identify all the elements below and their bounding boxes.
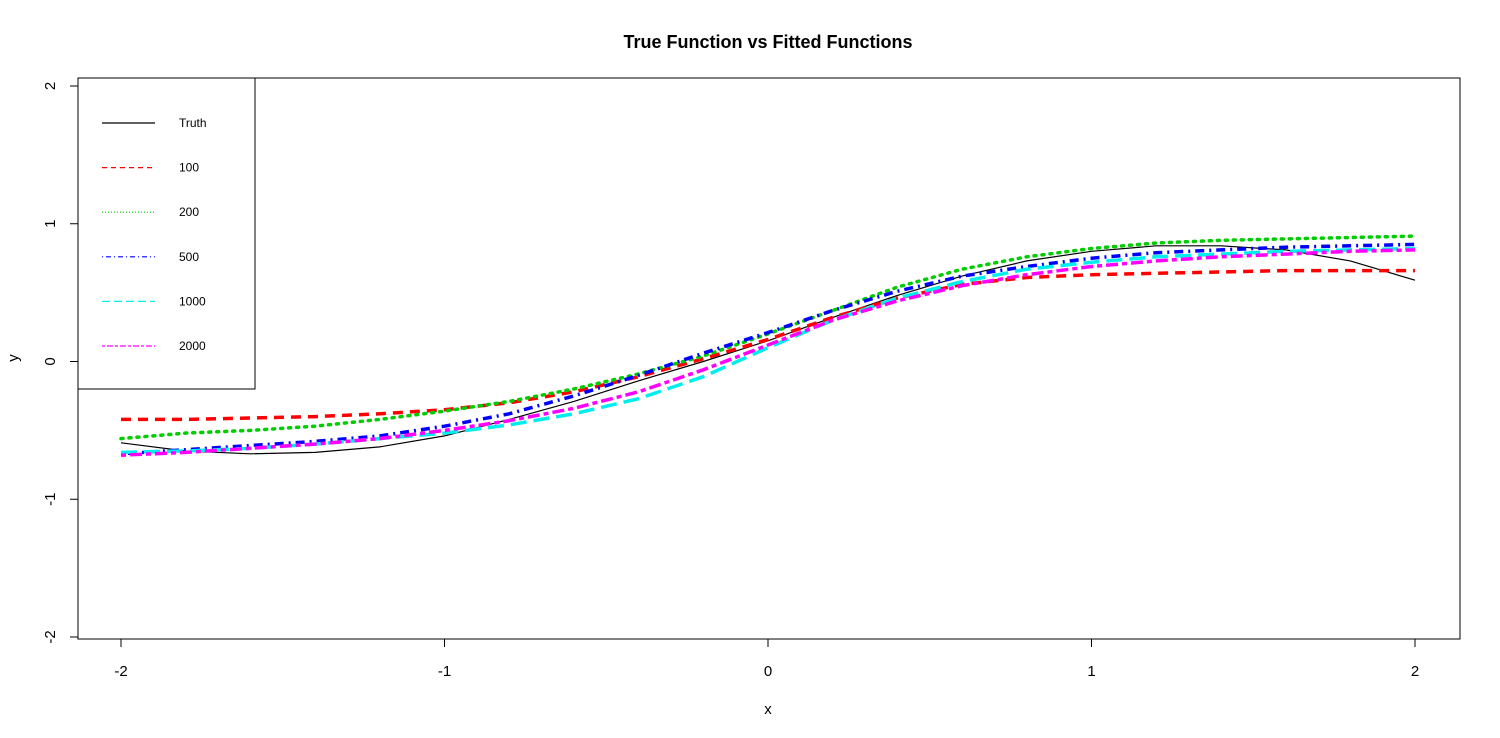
legend: Truth 100 200 500 1000 2000 — [77, 77, 256, 390]
x-tick-label: -2 — [114, 663, 127, 680]
y-axis-label: y — [5, 354, 22, 362]
x-tick-label: 0 — [764, 663, 772, 680]
legend-box — [77, 77, 256, 390]
legend-label: 2000 — [179, 339, 206, 353]
y-axis: -2 -1 0 1 2 — [42, 82, 79, 644]
y-tick-label: 0 — [42, 357, 59, 365]
series-line-100 — [121, 268, 1415, 422]
series-line-truth — [120, 245, 1416, 455]
legend-label: 100 — [179, 161, 199, 175]
series-line-200 — [119, 234, 1417, 441]
y-tick-label: 2 — [42, 82, 59, 90]
x-tick-label: 2 — [1411, 663, 1419, 680]
x-axis-label: x — [764, 701, 772, 718]
legend-label: 1000 — [179, 294, 206, 308]
chart-title: True Function vs Fitted Functions — [623, 32, 912, 52]
legend-label: Truth — [179, 116, 207, 130]
x-tick-label: -1 — [438, 663, 451, 680]
y-tick-label: 1 — [42, 220, 59, 228]
plot-frame — [77, 77, 1461, 640]
legend-label: 200 — [179, 205, 199, 219]
series-line-500 — [120, 242, 1416, 456]
y-tick-label: -2 — [42, 630, 59, 643]
series-line-1000 — [120, 246, 1416, 455]
y-tick-label: -1 — [42, 493, 59, 506]
series-line-2000 — [120, 248, 1416, 457]
legend-label: 500 — [179, 250, 199, 264]
series-layer — [119, 234, 1417, 457]
x-tick-label: 1 — [1087, 663, 1095, 680]
x-axis: -2 -1 0 1 2 — [114, 638, 1419, 680]
